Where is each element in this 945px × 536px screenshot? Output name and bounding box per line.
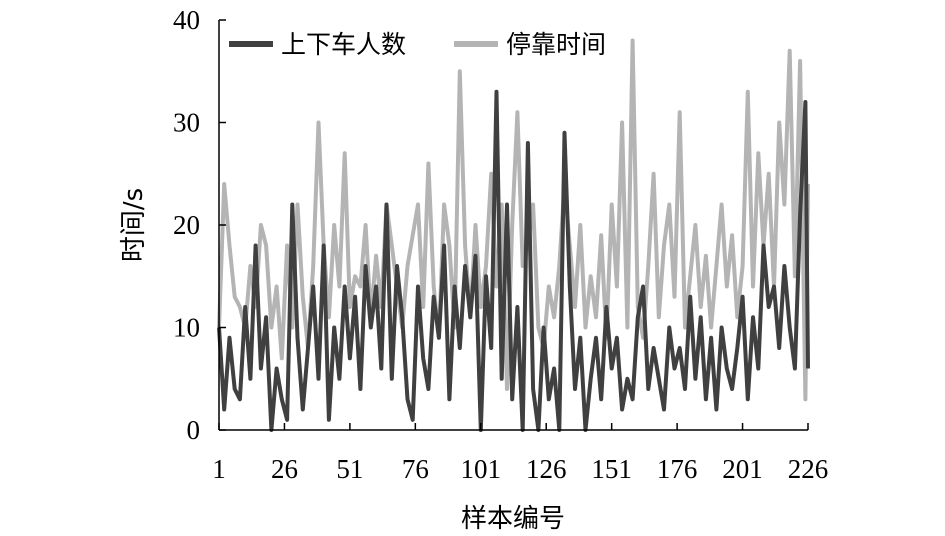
x-axis-label: 样本编号: [461, 504, 565, 534]
series-line-2: [217, 38, 810, 402]
y-tick-label: 20: [173, 210, 200, 240]
x-tick-label: 1: [212, 454, 226, 484]
x-tick-label: 51: [336, 454, 363, 484]
y-tick-label: 40: [173, 5, 200, 35]
plot-lines: [217, 38, 810, 432]
y-tick-label: 30: [173, 108, 200, 138]
x-tick-label: 126: [526, 454, 567, 484]
y-tick-label: 10: [173, 313, 200, 343]
legend: 上下车人数 停靠时间: [229, 30, 606, 59]
x-tick-label: 201: [722, 454, 763, 484]
x-tick-label: 151: [591, 454, 632, 484]
x-tick-label: 101: [461, 454, 502, 484]
legend-label-series-2: 停靠时间: [506, 30, 606, 59]
legend-label-series-1: 上下车人数: [281, 30, 406, 59]
x-ticks: 1 26 51 76 101 126 151 176 201 226: [212, 423, 828, 484]
x-tick-label: 26: [271, 454, 298, 484]
x-tick-label: 76: [402, 454, 429, 484]
x-tick-label: 226: [788, 454, 829, 484]
x-tick-label: 176: [657, 454, 698, 484]
series-line-1: [217, 89, 810, 432]
y-tick-label: 0: [187, 415, 201, 445]
y-axis-label: 时间/s: [119, 188, 149, 262]
y-ticks: 0 10 20 30 40: [173, 5, 226, 445]
